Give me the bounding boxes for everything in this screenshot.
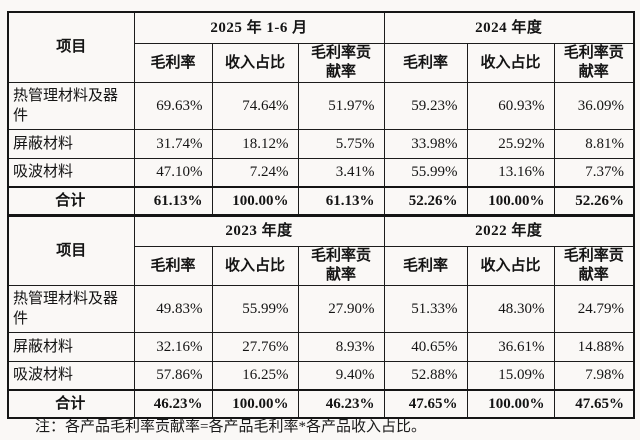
cell-value: 100.00% — [211, 389, 299, 419]
gross-margin-table: 项目 2025 年 1-6 月 2024 年度 毛利率 收入占比 毛利率贡献率 … — [7, 11, 635, 419]
cell-value: 7.98% — [553, 360, 635, 391]
cell-value: 40.65% — [383, 331, 468, 362]
cell-value: 25.92% — [466, 128, 555, 159]
table-row: 项目 2025 年 1-6 月 2024 年度 — [7, 11, 635, 83]
cell-value: 61.13% — [133, 186, 213, 217]
cell-value: 60.93% — [466, 81, 555, 130]
column-header-gross-margin: 毛利率 — [133, 42, 213, 83]
cell-value: 36.09% — [553, 81, 635, 130]
cell-value: 5.75% — [297, 128, 385, 159]
cell-value: 33.98% — [383, 128, 468, 159]
cell-value: 31.74% — [133, 128, 213, 159]
column-header-gross-margin: 毛利率 — [383, 245, 468, 286]
cell-value: 59.23% — [383, 81, 468, 130]
cell-value: 8.81% — [553, 128, 635, 159]
table-row-absorbing: 吸波材料 57.86% 16.25% 9.40% 52.88% 15.09% 7… — [7, 360, 635, 391]
table-row: 项目 2023 年度 2022 年度 — [7, 214, 635, 286]
column-header-revenue-share: 收入占比 — [211, 245, 299, 286]
cell-value: 55.99% — [383, 157, 468, 188]
column-header-contribution-label: 毛利率贡献率 — [310, 44, 371, 80]
column-header-contribution: 毛利率贡献率 — [553, 245, 635, 286]
table-row-thermal: 热管理材料及器件 49.83% 55.99% 27.90% 51.33% 48.… — [7, 284, 635, 333]
cell-value: 47.65% — [553, 389, 635, 419]
table-row-absorbing: 吸波材料 47.10% 7.24% 3.41% 55.99% 13.16% 7.… — [7, 157, 635, 188]
column-header-item: 项目 — [7, 214, 135, 286]
column-header-contribution: 毛利率贡献率 — [553, 42, 635, 83]
period-header-2024: 2024 年度 — [383, 11, 635, 44]
cell-value: 16.25% — [211, 360, 299, 391]
cell-value: 100.00% — [211, 186, 299, 217]
cell-value: 57.86% — [133, 360, 213, 391]
row-label: 热管理材料及器件 — [7, 284, 135, 333]
cell-value: 13.16% — [466, 157, 555, 188]
column-header-revenue-share: 收入占比 — [211, 42, 299, 83]
cell-value: 46.23% — [133, 389, 213, 419]
cell-value: 100.00% — [466, 389, 555, 419]
period-header-2022: 2022 年度 — [383, 214, 635, 247]
cell-value: 7.24% — [211, 157, 299, 188]
cell-value: 48.30% — [466, 284, 555, 333]
cell-value: 100.00% — [466, 186, 555, 217]
row-label-total: 合计 — [7, 186, 135, 217]
cell-value: 3.41% — [297, 157, 385, 188]
cell-value: 14.88% — [553, 331, 635, 362]
cell-value: 52.26% — [553, 186, 635, 217]
cell-value: 61.13% — [297, 186, 385, 217]
cell-value: 69.63% — [133, 81, 213, 130]
cell-value: 55.99% — [211, 284, 299, 333]
column-header-revenue-share: 收入占比 — [466, 245, 555, 286]
cell-value: 15.09% — [466, 360, 555, 391]
row-label: 热管理材料及器件 — [7, 81, 135, 130]
cell-value: 49.83% — [133, 284, 213, 333]
cell-value: 18.12% — [211, 128, 299, 159]
column-header-contribution: 毛利率贡献率 — [297, 42, 385, 83]
column-header-contribution-label: 毛利率贡献率 — [563, 44, 624, 80]
column-header-contribution: 毛利率贡献率 — [297, 245, 385, 286]
cell-value: 32.16% — [133, 331, 213, 362]
table-row: 毛利率 收入占比 毛利率贡献率 毛利率 收入占比 毛利率贡献率 — [8, 245, 635, 286]
column-header-contribution-label: 毛利率贡献率 — [310, 247, 371, 283]
row-label: 屏蔽材料 — [7, 331, 135, 362]
cell-value: 51.33% — [383, 284, 468, 333]
cell-value: 46.23% — [297, 389, 385, 419]
cell-value: 27.90% — [297, 284, 385, 333]
column-header-gross-margin: 毛利率 — [133, 245, 213, 286]
table-row-shielding: 屏蔽材料 32.16% 27.76% 8.93% 40.65% 36.61% 1… — [7, 331, 635, 362]
table-row-total: 合计 61.13% 100.00% 61.13% 52.26% 100.00% … — [7, 186, 635, 217]
cell-value: 47.10% — [133, 157, 213, 188]
column-header-item: 项目 — [7, 11, 135, 83]
row-label: 吸波材料 — [7, 157, 135, 188]
column-header-contribution-label: 毛利率贡献率 — [563, 247, 624, 283]
period-header-2023: 2023 年度 — [133, 214, 385, 247]
table-row-shielding: 屏蔽材料 31.74% 18.12% 5.75% 33.98% 25.92% 8… — [7, 128, 635, 159]
column-header-gross-margin: 毛利率 — [383, 42, 468, 83]
table-row-total: 合计 46.23% 100.00% 46.23% 47.65% 100.00% … — [7, 389, 635, 419]
table-row: 毛利率 收入占比 毛利率贡献率 毛利率 收入占比 毛利率贡献率 — [8, 42, 635, 83]
footnote: 注：各产品毛利率贡献率=各产品毛利率*各产品收入占比。 — [35, 419, 426, 435]
cell-value: 51.97% — [297, 81, 385, 130]
cell-value: 27.76% — [211, 331, 299, 362]
row-label-total: 合计 — [7, 389, 135, 419]
row-label: 屏蔽材料 — [7, 128, 135, 159]
table-row-thermal: 热管理材料及器件 69.63% 74.64% 51.97% 59.23% 60.… — [7, 81, 635, 130]
cell-value: 47.65% — [383, 389, 468, 419]
cell-value: 52.26% — [383, 186, 468, 217]
cell-value: 7.37% — [553, 157, 635, 188]
period-header-2025h1: 2025 年 1-6 月 — [133, 11, 385, 44]
cell-value: 8.93% — [297, 331, 385, 362]
column-header-revenue-share: 收入占比 — [466, 42, 555, 83]
cell-value: 9.40% — [297, 360, 385, 391]
row-label: 吸波材料 — [7, 360, 135, 391]
cell-value: 36.61% — [466, 331, 555, 362]
cell-value: 52.88% — [383, 360, 468, 391]
cell-value: 24.79% — [553, 284, 635, 333]
cell-value: 74.64% — [211, 81, 299, 130]
